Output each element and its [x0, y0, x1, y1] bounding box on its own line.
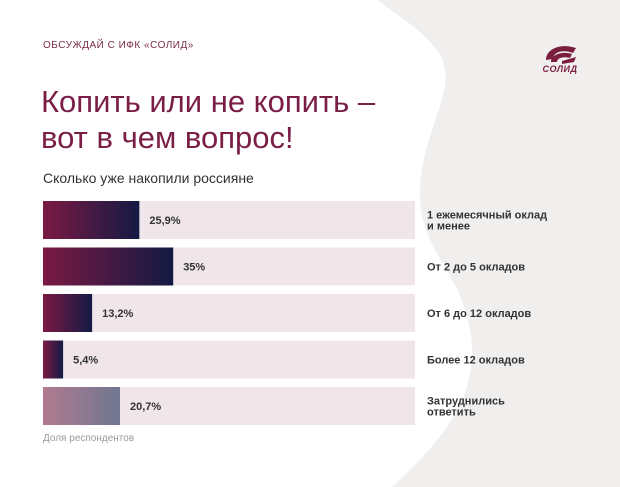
page-title: Копить или не копить – вот в чем вопрос! [41, 84, 375, 156]
data-label-5: 20,7% [130, 401, 161, 413]
bar-track-4 [43, 340, 415, 379]
category-label-2: От 2 до 5 окладов [427, 262, 525, 274]
category-label-5: Затруднились ответить [427, 396, 505, 419]
bar-3 [43, 294, 93, 332]
solid-logo-icon [546, 46, 576, 64]
bar-4 [43, 340, 64, 379]
bar-1 [43, 201, 140, 239]
logo-text: СОЛИД [542, 64, 578, 74]
chart-title: Сколько уже накопили россияне [43, 170, 254, 186]
bar-track-3 [43, 294, 415, 332]
x-axis-label: Доля респондентов [43, 433, 135, 444]
data-label-2: 35% [183, 262, 205, 274]
bar-2 [43, 247, 174, 286]
data-label-4: 5,4% [73, 355, 98, 367]
title-line-2: вот в чем вопрос! [41, 120, 294, 155]
category-label-1: 1 ежемесячный оклад и менее [427, 210, 547, 233]
bar-5 [43, 387, 121, 425]
title-line-1: Копить или не копить – [41, 84, 376, 119]
data-label-3: 13,2% [102, 308, 133, 320]
top-label: ОБСУЖДАЙ С ИФК «СОЛИД» [43, 40, 194, 51]
data-label-1: 25,9% [149, 215, 180, 227]
category-label-4: Более 12 окладов [427, 355, 525, 367]
category-label-3: От 6 до 12 окладов [427, 308, 531, 320]
